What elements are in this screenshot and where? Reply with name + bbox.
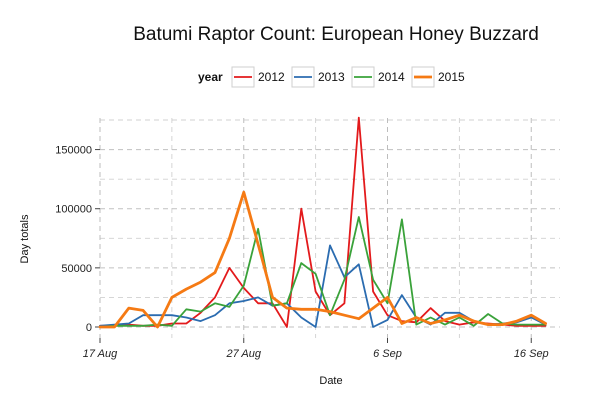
x-tick-label: 17 Aug bbox=[83, 348, 118, 360]
y-tick-label: 0 bbox=[86, 322, 92, 334]
legend-label-2015: 2015 bbox=[438, 70, 465, 84]
series-lines bbox=[98, 116, 547, 329]
x-tick-label: 16 Sep bbox=[514, 348, 549, 360]
series-line-2015 bbox=[98, 190, 547, 329]
legend: year 2012 2013 2014 2015 bbox=[198, 66, 465, 88]
y-tick-label: 100000 bbox=[55, 204, 92, 216]
legend-label-2013: 2013 bbox=[318, 70, 345, 84]
y-tick-label: 150000 bbox=[55, 145, 92, 157]
axes: 0 50000 100000 150000 17 Aug 27 Aug 6 Sep 16 Se… bbox=[55, 145, 548, 360]
y-axis-title: Day totals bbox=[19, 214, 31, 263]
series-line-2013 bbox=[99, 244, 547, 328]
x-axis-title: Date bbox=[319, 375, 342, 387]
legend-label-2012: 2012 bbox=[258, 70, 285, 84]
chart-title: Batumi Raptor Count: European Honey Buzz… bbox=[133, 24, 539, 45]
series-line-2014 bbox=[99, 216, 547, 328]
legend-label-2014: 2014 bbox=[378, 70, 405, 84]
legend-title: year bbox=[198, 70, 223, 84]
x-tick-label: 27 Aug bbox=[226, 348, 262, 360]
x-tick-label: 6 Sep bbox=[373, 348, 402, 360]
y-tick-label: 50000 bbox=[61, 263, 92, 275]
